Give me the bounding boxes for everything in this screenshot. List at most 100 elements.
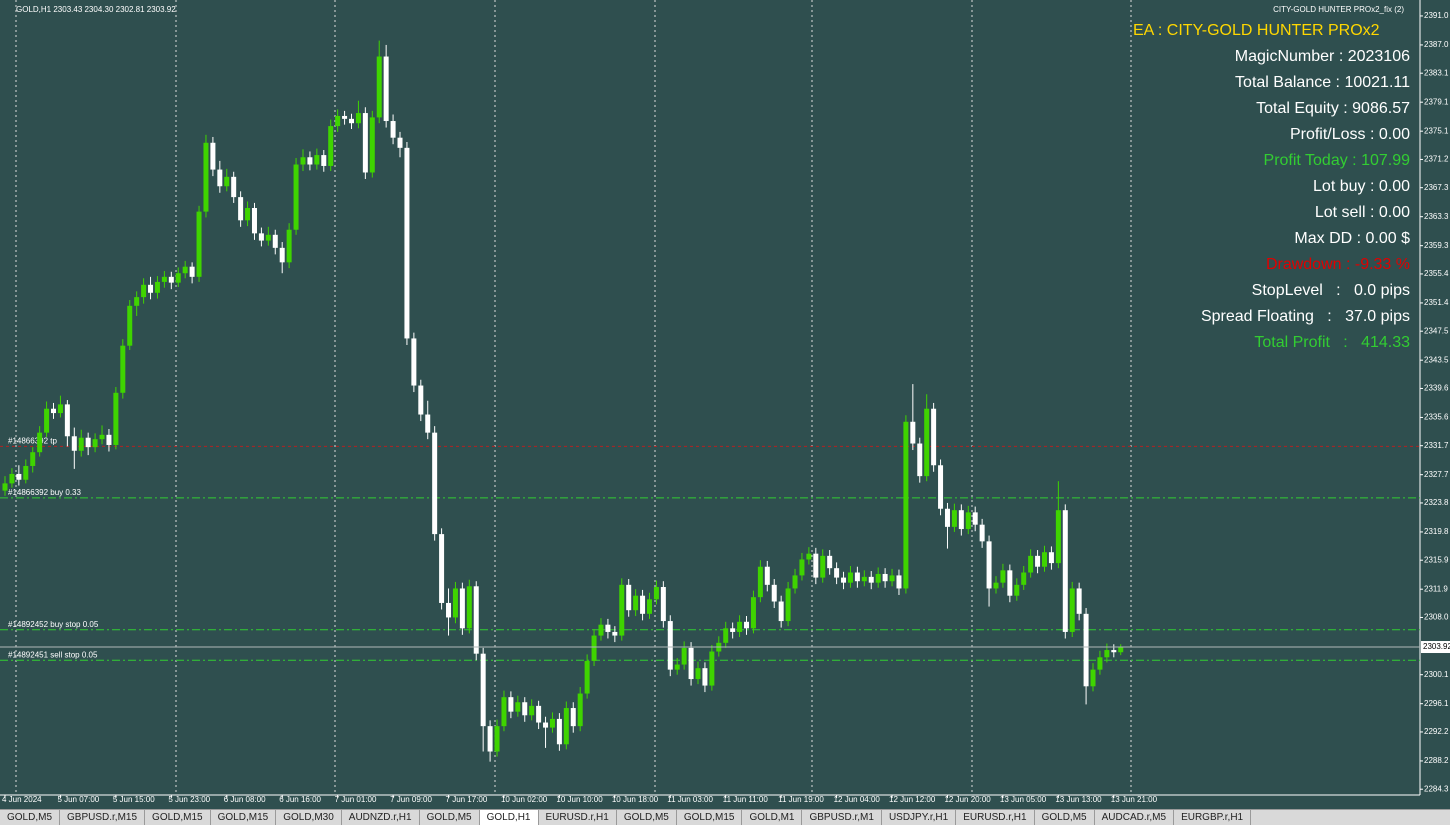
- candle-body: [466, 586, 472, 629]
- candle-body: [903, 421, 909, 589]
- candle-body: [993, 582, 999, 589]
- candle-body: [127, 305, 133, 346]
- candle-body: [175, 273, 181, 283]
- y-tick-label: 2375.1: [1424, 126, 1449, 135]
- chart-tab[interactable]: USDJPY.r,H1: [882, 810, 957, 825]
- candle-body: [44, 408, 50, 433]
- chart-tab[interactable]: EURUSD.r,H1: [539, 810, 617, 825]
- chart-tab[interactable]: GOLD,M15: [677, 810, 743, 825]
- candle-body: [182, 266, 188, 274]
- y-tick-label: 2367.3: [1424, 183, 1449, 192]
- y-tick-label: 2292.2: [1424, 727, 1449, 736]
- candle-body: [979, 524, 985, 542]
- x-tick-label: 10 Jun 02:00: [501, 795, 548, 804]
- order-label: #14866392 buy 0.33: [8, 488, 82, 497]
- x-tick-label: 13 Jun 13:00: [1055, 795, 1102, 804]
- candle-body: [1104, 650, 1110, 658]
- chart-tab[interactable]: GBPUSD.r,M15: [60, 810, 146, 825]
- candle-body: [764, 566, 770, 585]
- candle-body: [938, 465, 944, 509]
- candle-body: [203, 142, 209, 212]
- candle-body: [674, 664, 680, 670]
- panel-line: Profit Today : 107.99: [1263, 152, 1410, 169]
- panel-line: Total Profit : 414.33: [1254, 334, 1410, 351]
- candle-body: [1076, 588, 1082, 614]
- candle-body: [23, 465, 29, 480]
- candle-body: [501, 697, 507, 727]
- candle-body: [1035, 555, 1041, 567]
- candle-body: [452, 588, 458, 618]
- candle-body: [536, 705, 542, 723]
- panel-line: Total Equity : 9086.57: [1256, 100, 1410, 117]
- order-label: #14866392 tp: [8, 437, 57, 446]
- candle-body: [757, 566, 763, 598]
- candle-body: [563, 708, 569, 745]
- y-tick-label: 2339.6: [1424, 384, 1449, 393]
- candle-body: [37, 432, 43, 453]
- candle-body: [286, 229, 292, 263]
- candle-body: [986, 541, 992, 589]
- chart-tab[interactable]: GOLD,M30: [276, 810, 342, 825]
- candle-body: [189, 266, 195, 277]
- y-tick-label: 2315.9: [1424, 555, 1449, 564]
- chart-tab[interactable]: EURGBP.r,H1: [1174, 810, 1252, 825]
- ea-panel: EA : CITY-GOLD HUNTER PROx2 MagicNumber …: [1090, 18, 1410, 356]
- chart-tab[interactable]: GOLD,M15: [145, 810, 211, 825]
- candle-body: [1000, 570, 1006, 583]
- candle-body: [750, 597, 756, 629]
- chart-tab[interactable]: GOLD,M5: [617, 810, 677, 825]
- chart-tab[interactable]: GOLD,H1: [479, 810, 539, 825]
- y-tick-label: 2387.0: [1424, 40, 1449, 49]
- chart-tab[interactable]: GOLD,M5: [0, 810, 61, 825]
- candle-body: [99, 434, 105, 440]
- candle-body: [154, 281, 160, 293]
- y-tick-label: 2319.8: [1424, 527, 1449, 536]
- chart-tab[interactable]: AUDNZD.r,H1: [342, 810, 420, 825]
- candle-body: [383, 56, 389, 122]
- candle-body: [459, 588, 465, 629]
- x-tick-label: 12 Jun 20:00: [944, 795, 991, 804]
- candle-body: [931, 408, 937, 466]
- candle-body: [619, 584, 625, 636]
- candle-body: [279, 247, 285, 263]
- chart-tab[interactable]: GOLD,M5: [1035, 810, 1095, 825]
- x-tick-label: 10 Jun 10:00: [556, 795, 603, 804]
- chart-tab[interactable]: GBPUSD.r,M1: [802, 810, 882, 825]
- candle-body: [349, 118, 354, 124]
- candle-body: [369, 117, 375, 173]
- x-tick-label: 12 Jun 12:00: [889, 795, 936, 804]
- chart-tab[interactable]: AUDCAD.r,M5: [1095, 810, 1175, 825]
- candle-body: [134, 297, 140, 306]
- x-tick-label: 5 Jun 23:00: [168, 795, 210, 804]
- candle-body: [737, 621, 743, 632]
- chart-tab[interactable]: GOLD,M1: [742, 810, 803, 825]
- panel-line: Lot sell : 0.00: [1314, 204, 1410, 221]
- candle-body: [2, 483, 8, 491]
- candle-body: [64, 404, 70, 437]
- candle-body: [141, 284, 147, 298]
- x-tick-label: 4 Jun 2024: [2, 795, 42, 804]
- candle-body: [543, 722, 549, 728]
- candle-body: [473, 586, 479, 654]
- chart-tabs: GOLD,M5 GBPUSD.r,M15 GOLD,M15 GOLD,M15 GOLD,…: [0, 809, 1450, 825]
- candle-body: [667, 621, 673, 670]
- candle-body: [342, 115, 348, 119]
- candle-body: [231, 176, 237, 198]
- candle-body: [570, 708, 576, 727]
- y-tick-label: 2308.0: [1424, 613, 1449, 622]
- chart-tab[interactable]: GOLD,M5: [420, 810, 480, 825]
- candle-body: [508, 697, 514, 712]
- candle-body: [92, 439, 98, 448]
- y-tick-label: 2363.3: [1424, 212, 1449, 221]
- candle-body: [522, 702, 528, 716]
- candle-body: [861, 576, 867, 582]
- chart-tab[interactable]: GOLD,M15: [211, 810, 277, 825]
- candle-body: [148, 284, 154, 293]
- y-tick-label: 2300.1: [1424, 670, 1449, 679]
- chart-tab[interactable]: EURUSD.r,H1: [956, 810, 1035, 825]
- candle-body: [875, 573, 881, 583]
- order-label: #14892452 buy stop 0.05: [8, 620, 99, 629]
- symbol-info: GOLD,H1 2303.43 2304.30 2302.81 2303.92: [16, 5, 176, 14]
